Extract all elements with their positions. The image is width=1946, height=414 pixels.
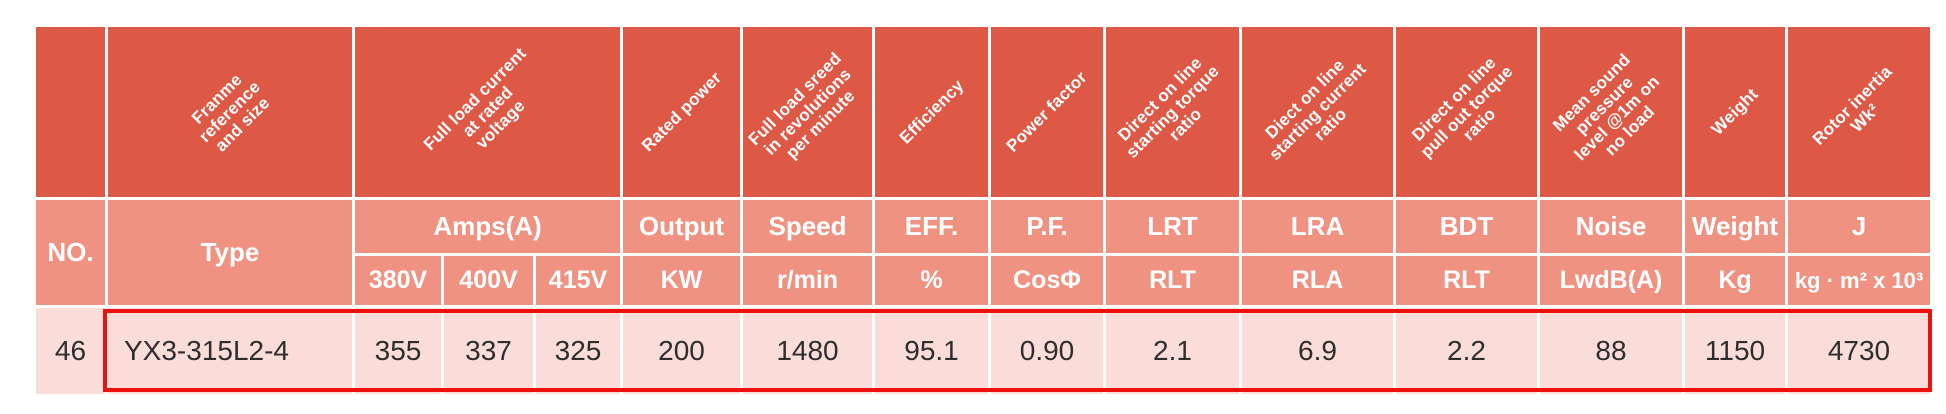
rotor-inertia-label: Rotor inertia Wk²	[1808, 61, 1896, 149]
header-full-load-speed: Full load sreed in revolutions per minut…	[743, 27, 872, 197]
unit-380v: 380V	[355, 256, 441, 305]
unit-kw: KW	[623, 256, 740, 305]
header-full-load-current: Full load current at rated voltage	[355, 27, 620, 197]
unit-rlt2: RLT	[1396, 256, 1537, 305]
header-rotor-inertia: Rotor inertia Wk²	[1788, 27, 1930, 197]
unit-415v: 415V	[536, 256, 620, 305]
header-frame-reference: Franme reference and size	[108, 27, 352, 197]
group-header-row: NO. Type Amps(A) Output Speed EFF. P.F. …	[36, 200, 1930, 305]
cell-no: 46	[36, 308, 105, 394]
amps-header: Amps(A)	[355, 200, 620, 253]
motor-spec-table: Franme reference and size Full load curr…	[33, 24, 1933, 397]
header-blank-cell	[36, 27, 105, 197]
cell-amps-400: 337	[444, 308, 533, 394]
cell-lra: 6.9	[1242, 308, 1393, 394]
unit-rlt: RLT	[1106, 256, 1239, 305]
frame-reference-label: Franme reference and size	[188, 70, 274, 156]
weight-unit-group-header: Weight	[1685, 200, 1785, 253]
power-factor-label: Power factor	[1002, 67, 1091, 156]
weight-label: Weight	[1707, 84, 1762, 139]
efficiency-label: Efficiency	[895, 75, 967, 148]
header-pull-out-torque: Direct on line pull out torque ratio	[1396, 27, 1537, 197]
header-efficiency: Efficiency	[875, 27, 988, 197]
data-row: 46 YX3-315L2-4 355 337 325 200 1480 95.1…	[36, 308, 1930, 394]
type-header: Type	[108, 200, 352, 305]
header-sound-pressure: Mean sound pressure level @1m on no load	[1540, 27, 1682, 197]
eff-header: EFF.	[875, 200, 988, 253]
header-starting-torque: Direct on line starting torque ratio	[1106, 27, 1239, 197]
lrt-header: LRT	[1106, 200, 1239, 253]
output-header: Output	[623, 200, 740, 253]
speed-header: Speed	[743, 200, 872, 253]
unit-400v: 400V	[444, 256, 533, 305]
cell-amps-380: 355	[355, 308, 441, 394]
sound-pressure-label: Mean sound pressure level @1m on no load	[1549, 50, 1664, 165]
unit-rpm: r/min	[743, 256, 872, 305]
unit-lwdba: LwdB(A)	[1540, 256, 1682, 305]
noise-header: Noise	[1540, 200, 1682, 253]
unit-kg: Kg	[1685, 256, 1785, 305]
unit-kgm2: kg · m² x 10³	[1788, 256, 1930, 305]
unit-cosphi: CosΦ	[991, 256, 1103, 305]
unit-header-row: 380V 400V 415V KW r/min % CosΦ RLT RLA R…	[36, 256, 1930, 305]
pull-out-torque-label: Direct on line pull out torque ratio	[1407, 53, 1516, 162]
header-starting-current: Diect on line starting current ratio	[1242, 27, 1393, 197]
starting-current-label: Diect on line starting current ratio	[1261, 55, 1370, 164]
cell-inertia: 4730	[1788, 308, 1930, 394]
full-load-speed-label: Full load sreed in revolutions per minut…	[744, 48, 859, 163]
header-power-factor: Power factor	[991, 27, 1103, 197]
starting-torque-label: Direct on line starting torque ratio	[1113, 53, 1223, 162]
pf-header: P.F.	[991, 200, 1103, 253]
cell-power-factor: 0.90	[991, 308, 1103, 394]
cell-type: YX3-315L2-4	[108, 308, 352, 394]
cell-output-kw: 200	[623, 308, 740, 394]
cell-speed: 1480	[743, 308, 872, 394]
header-weight: Weight	[1685, 27, 1785, 197]
inertia-group-header: J	[1788, 200, 1930, 253]
cell-amps-415: 325	[536, 308, 620, 394]
cell-weight: 1150	[1685, 308, 1785, 394]
cell-noise: 88	[1540, 308, 1682, 394]
cell-efficiency: 95.1	[875, 308, 988, 394]
full-load-current-label: Full load current at rated voltage	[419, 43, 530, 154]
rated-power-label: Rated power	[637, 68, 725, 156]
unit-rla: RLA	[1242, 256, 1393, 305]
header-rated-power: Rated power	[623, 27, 740, 197]
no-header: NO.	[36, 200, 105, 305]
cell-lrt: 2.1	[1106, 308, 1239, 394]
bdt-header: BDT	[1396, 200, 1537, 253]
diagonal-header-row: Franme reference and size Full load curr…	[36, 27, 1930, 197]
lra-header: LRA	[1242, 200, 1393, 253]
unit-percent: %	[875, 256, 988, 305]
cell-bdt: 2.2	[1396, 308, 1537, 394]
